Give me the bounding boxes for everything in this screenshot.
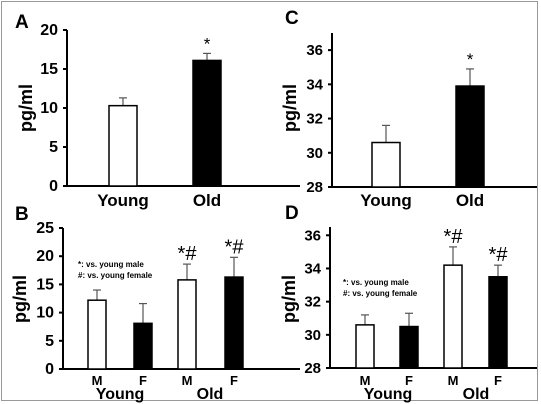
- panel-a-y-tick-label: 0: [49, 178, 58, 195]
- panel-b-letter: B: [15, 204, 29, 225]
- panel-b-bar: [87, 299, 107, 370]
- panel-d-letter: D: [285, 203, 299, 224]
- panel-b-y-tick-label: 10: [36, 305, 54, 322]
- panel-b-y-tick-label: 5: [45, 333, 54, 350]
- panel-b-y-tick-label: 0: [45, 361, 54, 378]
- panel-d-bar: [488, 276, 508, 369]
- panel-b-significance-mark: *#: [178, 243, 198, 265]
- panel-d-legend-line: *: vs. young male: [343, 278, 409, 287]
- panel-c-y-tick-label: 28: [306, 179, 323, 196]
- panel-c-y-tick-label: 34: [306, 76, 323, 93]
- panel-d-y-tick-label: 32: [304, 294, 321, 311]
- panel-a-y-label: pg/ml: [16, 84, 36, 132]
- panel-d-bar: [355, 324, 375, 369]
- panel-b-legend-line: *: vs. young male: [78, 260, 144, 269]
- panel-d-y-tick-label: 34: [304, 260, 321, 277]
- panel-d-group-label: Old: [463, 386, 490, 403]
- panel-a-significance-mark: *: [204, 34, 211, 53]
- panel-a-bar: [108, 104, 138, 187]
- panel-d-category-label: M: [448, 373, 459, 388]
- panel-b-y-tick-label: 20: [36, 248, 54, 265]
- panel-a-letter: A: [15, 12, 29, 33]
- panel-c-y-tick-label: 36: [306, 42, 323, 59]
- panel-d-legend-line: #: vs. young female: [343, 289, 418, 298]
- panel-d-category-label: F: [405, 373, 413, 388]
- panel-c-category-label: Old: [456, 191, 484, 210]
- panel-b-category-label: F: [139, 373, 147, 388]
- panel-c-y-tick-label: 32: [306, 111, 323, 128]
- panel-d-y-tick-label: 30: [304, 327, 321, 344]
- panel-b-category-label: M: [92, 373, 103, 388]
- panel-b-y-tick-label: 15: [36, 276, 54, 293]
- panel-d-bar: [443, 264, 463, 369]
- panel-c-y-label: pg/ml: [280, 84, 300, 132]
- panel-a-category-label: Young: [97, 191, 149, 210]
- panel-d-significance-mark: *#: [489, 244, 509, 266]
- panel-b-category-label: M: [182, 373, 193, 388]
- panel-b-bar: [224, 276, 244, 370]
- panel-c-y-tick-label: 30: [306, 145, 323, 162]
- panel-d-category-label: M: [360, 373, 371, 388]
- panel-d-group-label: Young: [364, 386, 413, 403]
- panel-c-letter: C: [285, 8, 299, 29]
- panel-b-group-label: Young: [96, 386, 145, 403]
- panel-d-bar: [399, 325, 419, 369]
- panel-a-bar: [192, 59, 222, 187]
- panel-b-y-tick-label: 25: [36, 220, 54, 237]
- panel-b-significance-mark: *#: [225, 236, 245, 258]
- panel-d-category-label: F: [494, 373, 502, 388]
- panel-c-bar: [371, 141, 401, 188]
- panel-d-significance-mark: *#: [444, 226, 464, 248]
- panel-a-y-tick-label: 5: [49, 139, 58, 156]
- panel-b-bar: [177, 279, 197, 370]
- panel-b-category-label: F: [230, 373, 238, 388]
- panel-d-y-tick-label: 36: [304, 227, 321, 244]
- panel-b-group-label: Old: [197, 386, 224, 403]
- panel-a-y-tick-label: 20: [40, 22, 58, 39]
- panel-b-bar: [133, 322, 153, 370]
- panel-c-bar: [455, 85, 485, 188]
- panel-b-legend-line: #: vs. young female: [78, 271, 153, 280]
- panel-a-category-label: Old: [193, 191, 221, 210]
- panel-a-y-tick-label: 15: [40, 61, 58, 78]
- panel-d-y-label: pg/ml: [279, 275, 299, 323]
- panel-b-y-label: pg/ml: [10, 275, 30, 323]
- panel-c-significance-mark: *: [467, 50, 474, 69]
- panel-a-y-tick-label: 10: [40, 100, 58, 117]
- panel-d-y-tick-label: 28: [304, 360, 321, 377]
- panel-c-category-label: Young: [360, 191, 412, 210]
